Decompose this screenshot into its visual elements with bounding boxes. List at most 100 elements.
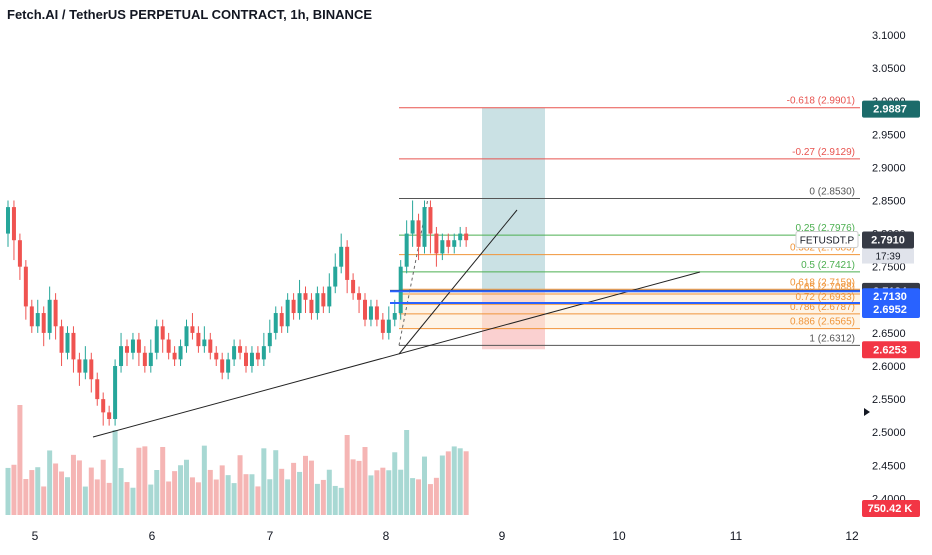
- volume-bar: [130, 487, 136, 515]
- candle-body: [428, 207, 433, 234]
- price-tag: 750.42 K: [862, 500, 920, 517]
- price-tick-label: 2.5500: [872, 394, 906, 406]
- volume-bar: [237, 455, 243, 515]
- time-tick-label: 10: [612, 529, 626, 543]
- candle-body: [65, 332, 70, 353]
- volume-bar: [338, 487, 344, 515]
- candle-body: [101, 399, 106, 413]
- time-tick-label: 9: [499, 529, 506, 543]
- candle-body: [136, 339, 141, 353]
- candle-body: [29, 306, 34, 327]
- volume-bar: [35, 467, 41, 515]
- candle-body: [297, 293, 302, 314]
- candle-body: [130, 339, 135, 353]
- price-tag: 2.9887: [862, 100, 920, 118]
- volume-bar: [368, 475, 374, 515]
- candle-body: [125, 346, 129, 353]
- candle-body: [351, 279, 356, 294]
- fib-level-label: -0.27 (2.9129): [792, 147, 855, 158]
- volume-bar: [451, 446, 457, 515]
- price-tick-label: 2.6000: [872, 361, 906, 373]
- volume-bar: [207, 469, 213, 515]
- candle-body: [380, 319, 385, 333]
- candle-body: [357, 293, 362, 300]
- volume-bar: [184, 459, 189, 515]
- price-tick-label: 2.4500: [872, 460, 906, 472]
- candle-body: [261, 346, 266, 360]
- countdown-bg: [862, 248, 914, 264]
- stop-zone: [482, 290, 545, 350]
- time-axis[interactable]: 5 6 7 8 9 10 11 12: [32, 529, 859, 543]
- volume-bar: [136, 447, 142, 515]
- candle-body: [220, 359, 225, 373]
- horizontal-lines[interactable]: [390, 289, 860, 304]
- volume-bar: [142, 446, 148, 515]
- candle-body: [345, 246, 350, 280]
- candle-body: [190, 326, 195, 333]
- fib-level-label: 0.786 (2.6787): [790, 302, 855, 313]
- volume-bar: [433, 477, 439, 515]
- price-tick-label: 2.8500: [872, 195, 906, 207]
- candle-body: [89, 359, 94, 380]
- volume-bar: [380, 467, 386, 515]
- price-tag-text: 750.42 K: [868, 503, 913, 515]
- time-tick-label: 6: [149, 529, 156, 543]
- volume-bar: [154, 470, 160, 515]
- volume-bar: [100, 459, 106, 515]
- candle-body: [386, 319, 391, 333]
- volume-bar: [297, 471, 303, 515]
- volume-bar: [160, 446, 166, 515]
- candle-body: [458, 233, 463, 241]
- candle-body: [434, 233, 439, 254]
- candle-body: [285, 299, 290, 327]
- volume-bar: [374, 470, 380, 515]
- volume-bar: [445, 451, 451, 515]
- candle-body: [35, 313, 40, 327]
- candle-body: [184, 326, 189, 347]
- price-tag-text: 2.9887: [873, 104, 907, 116]
- fib-level-label: 0.65 (2.7088): [796, 282, 856, 293]
- volume-bar: [326, 469, 332, 515]
- candle-body: [273, 313, 278, 333]
- fib-level-label: 1 (2.6312): [809, 333, 855, 344]
- candle-body: [172, 352, 177, 360]
- fib-level-label: 0.5 (2.7421): [801, 260, 855, 271]
- volume-bar: [70, 454, 76, 515]
- fib-level-label: 0.25 (2.7976): [796, 223, 856, 234]
- fib-level-label: 0.618 (2.7159): [790, 277, 855, 288]
- fib-zone-golden: [399, 289, 860, 329]
- trendline-support[interactable]: [92, 271, 701, 438]
- candle-body: [178, 346, 183, 360]
- trendlines[interactable]: [92, 209, 701, 438]
- price-tags: 2.98872.791017:392.71342.71302.69522.625…: [795, 100, 920, 517]
- volume-bar: [189, 477, 195, 515]
- volume-bar: [285, 479, 291, 515]
- volume-bar: [416, 479, 422, 515]
- volume-bar: [213, 479, 219, 515]
- fibonacci-retracement[interactable]: -0.618 (2.9901) -0.27 (2.9129) 0 (2.8530) 0…: [398, 96, 860, 346]
- volume-bar: [106, 482, 112, 515]
- volume-bars: [5, 405, 469, 515]
- price-tick-label: 2.9000: [872, 162, 906, 174]
- candle-body: [238, 346, 243, 353]
- candle-body: [166, 339, 171, 353]
- volume-bar: [404, 430, 410, 515]
- candle-body: [321, 293, 326, 307]
- candle-body: [41, 313, 46, 333]
- fib-level-label: 0 (2.8530): [809, 186, 855, 197]
- price-tag: 2.7130: [862, 288, 920, 306]
- fib-level-label: -0.618 (2.9901): [787, 96, 855, 107]
- volume-bar: [261, 448, 267, 515]
- volume-bar: [243, 474, 249, 515]
- candle-body: [422, 207, 427, 247]
- candle-body: [249, 352, 254, 367]
- trendline-steep[interactable]: [398, 209, 518, 355]
- price-tag-bg: [862, 300, 920, 318]
- price-tick-label: 3.0500: [872, 63, 906, 75]
- volume-bar: [332, 485, 338, 515]
- candle-body: [404, 233, 409, 267]
- candle-body: [255, 352, 260, 360]
- volume-bar: [219, 465, 225, 515]
